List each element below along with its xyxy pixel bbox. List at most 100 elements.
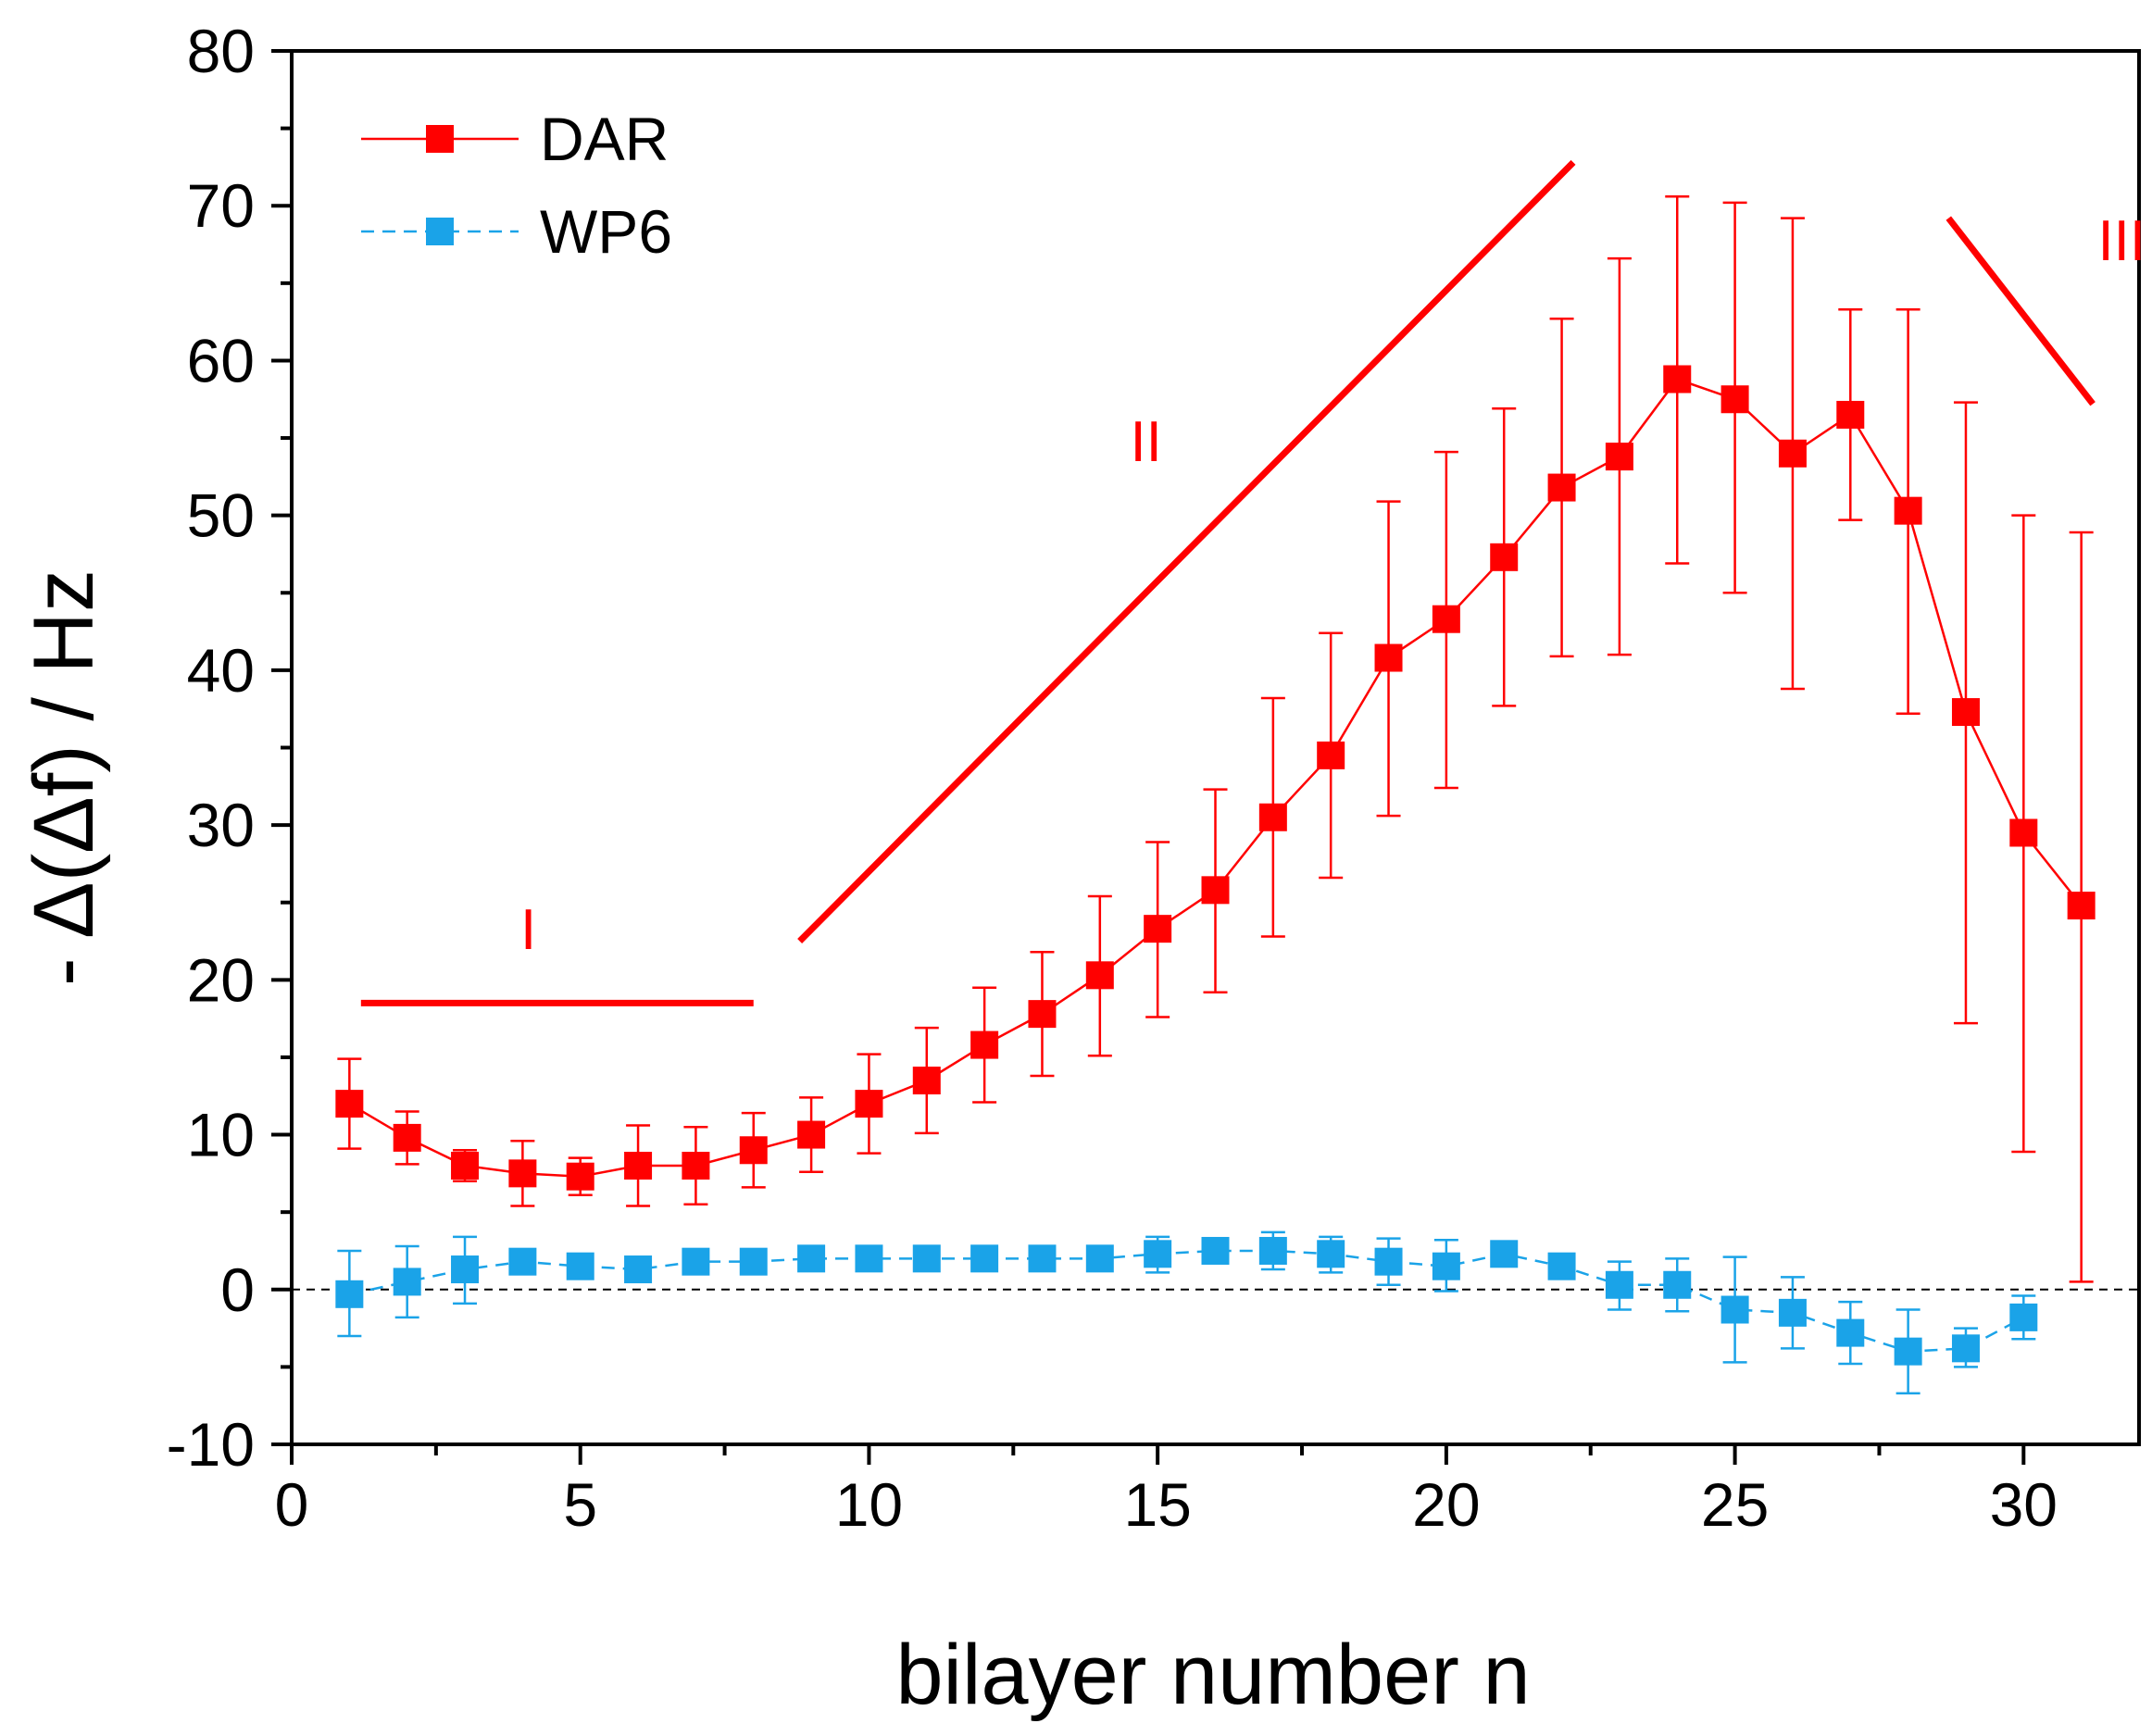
x-tick-label: 10 [835,1470,903,1539]
data-point [1028,1000,1057,1029]
y-tick-label: -10 [167,1410,255,1479]
data-point [1258,803,1287,831]
data-point [393,1123,421,1152]
data-point [739,1247,768,1276]
data-point [335,1090,364,1118]
legend-marker [426,218,454,245]
data-point [1374,643,1403,672]
region-3-label: III [2097,209,2146,273]
tick-labels: 0 5 10 15 20 25 30 -10 0 10 20 30 40 50 60 70 80 [167,17,2058,1539]
data-point [912,1244,941,1273]
data-point [912,1067,941,1095]
data-point [739,1136,768,1165]
data-point [624,1255,653,1284]
data-point [1144,915,1172,943]
data-point [1720,1295,1749,1324]
x-tick-label: 5 [563,1470,597,1539]
data-point [1894,1337,1922,1366]
data-point [393,1268,421,1296]
legend-label: DAR [540,105,669,173]
data-point [451,1152,480,1180]
region-2-line [797,159,1576,943]
legend-marker [426,125,454,153]
series-wp6 [335,1230,2038,1395]
y-tick-label: 50 [187,481,255,550]
region-1-label: I [520,898,536,962]
data-point [797,1120,826,1149]
data-point [855,1090,883,1118]
data-point [1547,473,1576,502]
data-point [1951,698,1980,727]
data-point [855,1244,883,1273]
legend: DAR WP6 [361,105,672,266]
data-point [1258,1236,1287,1265]
y-tick-label: 30 [187,791,255,859]
region-2-label: II [1130,410,1161,474]
data-point [1778,439,1807,468]
data-point [1836,1318,1865,1347]
data-point [1605,443,1633,471]
y-tick-label: 0 [220,1255,255,1324]
data-point [1317,741,1345,769]
data-point [1085,961,1114,990]
data-point [1547,1252,1576,1280]
data-point [1317,1240,1345,1268]
x-tick-label: 0 [275,1470,309,1539]
data-point [1028,1244,1057,1273]
data-point [1432,1252,1460,1280]
data-point [1836,400,1865,429]
y-tick-label: 60 [187,326,255,394]
series-dar [335,194,2096,1283]
y-axis-label: - Δ(Δf) / Hz [17,569,111,986]
region-3-line [1946,216,2096,406]
data-point [1663,365,1692,393]
y-tick-label: 20 [187,945,255,1014]
x-tick-label: 30 [1990,1470,2058,1539]
data-point [2009,818,2038,847]
data-point [566,1252,594,1280]
data-point [970,1030,999,1059]
data-point [1374,1247,1403,1276]
axis-ticks [271,49,2026,1465]
data-point [1144,1240,1172,1268]
y-tick-label: 10 [187,1101,255,1169]
data-point [1605,1270,1633,1299]
data-point [1201,876,1230,905]
data-point [797,1244,826,1273]
data-point [1085,1244,1114,1273]
data-point [451,1255,480,1284]
x-tick-label: 20 [1412,1470,1480,1539]
data-point [2009,1303,2038,1331]
data-point [682,1247,710,1276]
data-point [1663,1270,1692,1299]
y-tick-label: 40 [187,636,255,705]
data-point [624,1152,653,1180]
data-point [1201,1236,1230,1265]
x-tick-label: 15 [1123,1470,1191,1539]
data-point [970,1244,999,1273]
series-line-dar [348,378,2083,1178]
data-point [2067,892,2096,920]
series-line-wp6 [349,1249,2024,1353]
data-point [1490,543,1519,571]
data-point [682,1152,710,1180]
data-point [1951,1334,1980,1363]
data-point [1720,385,1749,414]
data-point [1490,1240,1519,1268]
x-tick-label: 25 [1701,1470,1769,1539]
y-tick-label: 80 [187,17,255,85]
legend-entry-wp6: WP6 [361,197,672,266]
data-point [335,1280,364,1308]
y-tick-label: 70 [187,171,255,240]
legend-label: WP6 [540,197,672,266]
data-point [1894,496,1922,525]
data-point [508,1247,537,1276]
data-point [508,1159,537,1188]
data-point [1778,1298,1807,1327]
x-axis-label: bilayer number n [895,1628,1530,1722]
data-point [566,1162,594,1191]
legend-entry-dar: DAR [361,105,669,173]
